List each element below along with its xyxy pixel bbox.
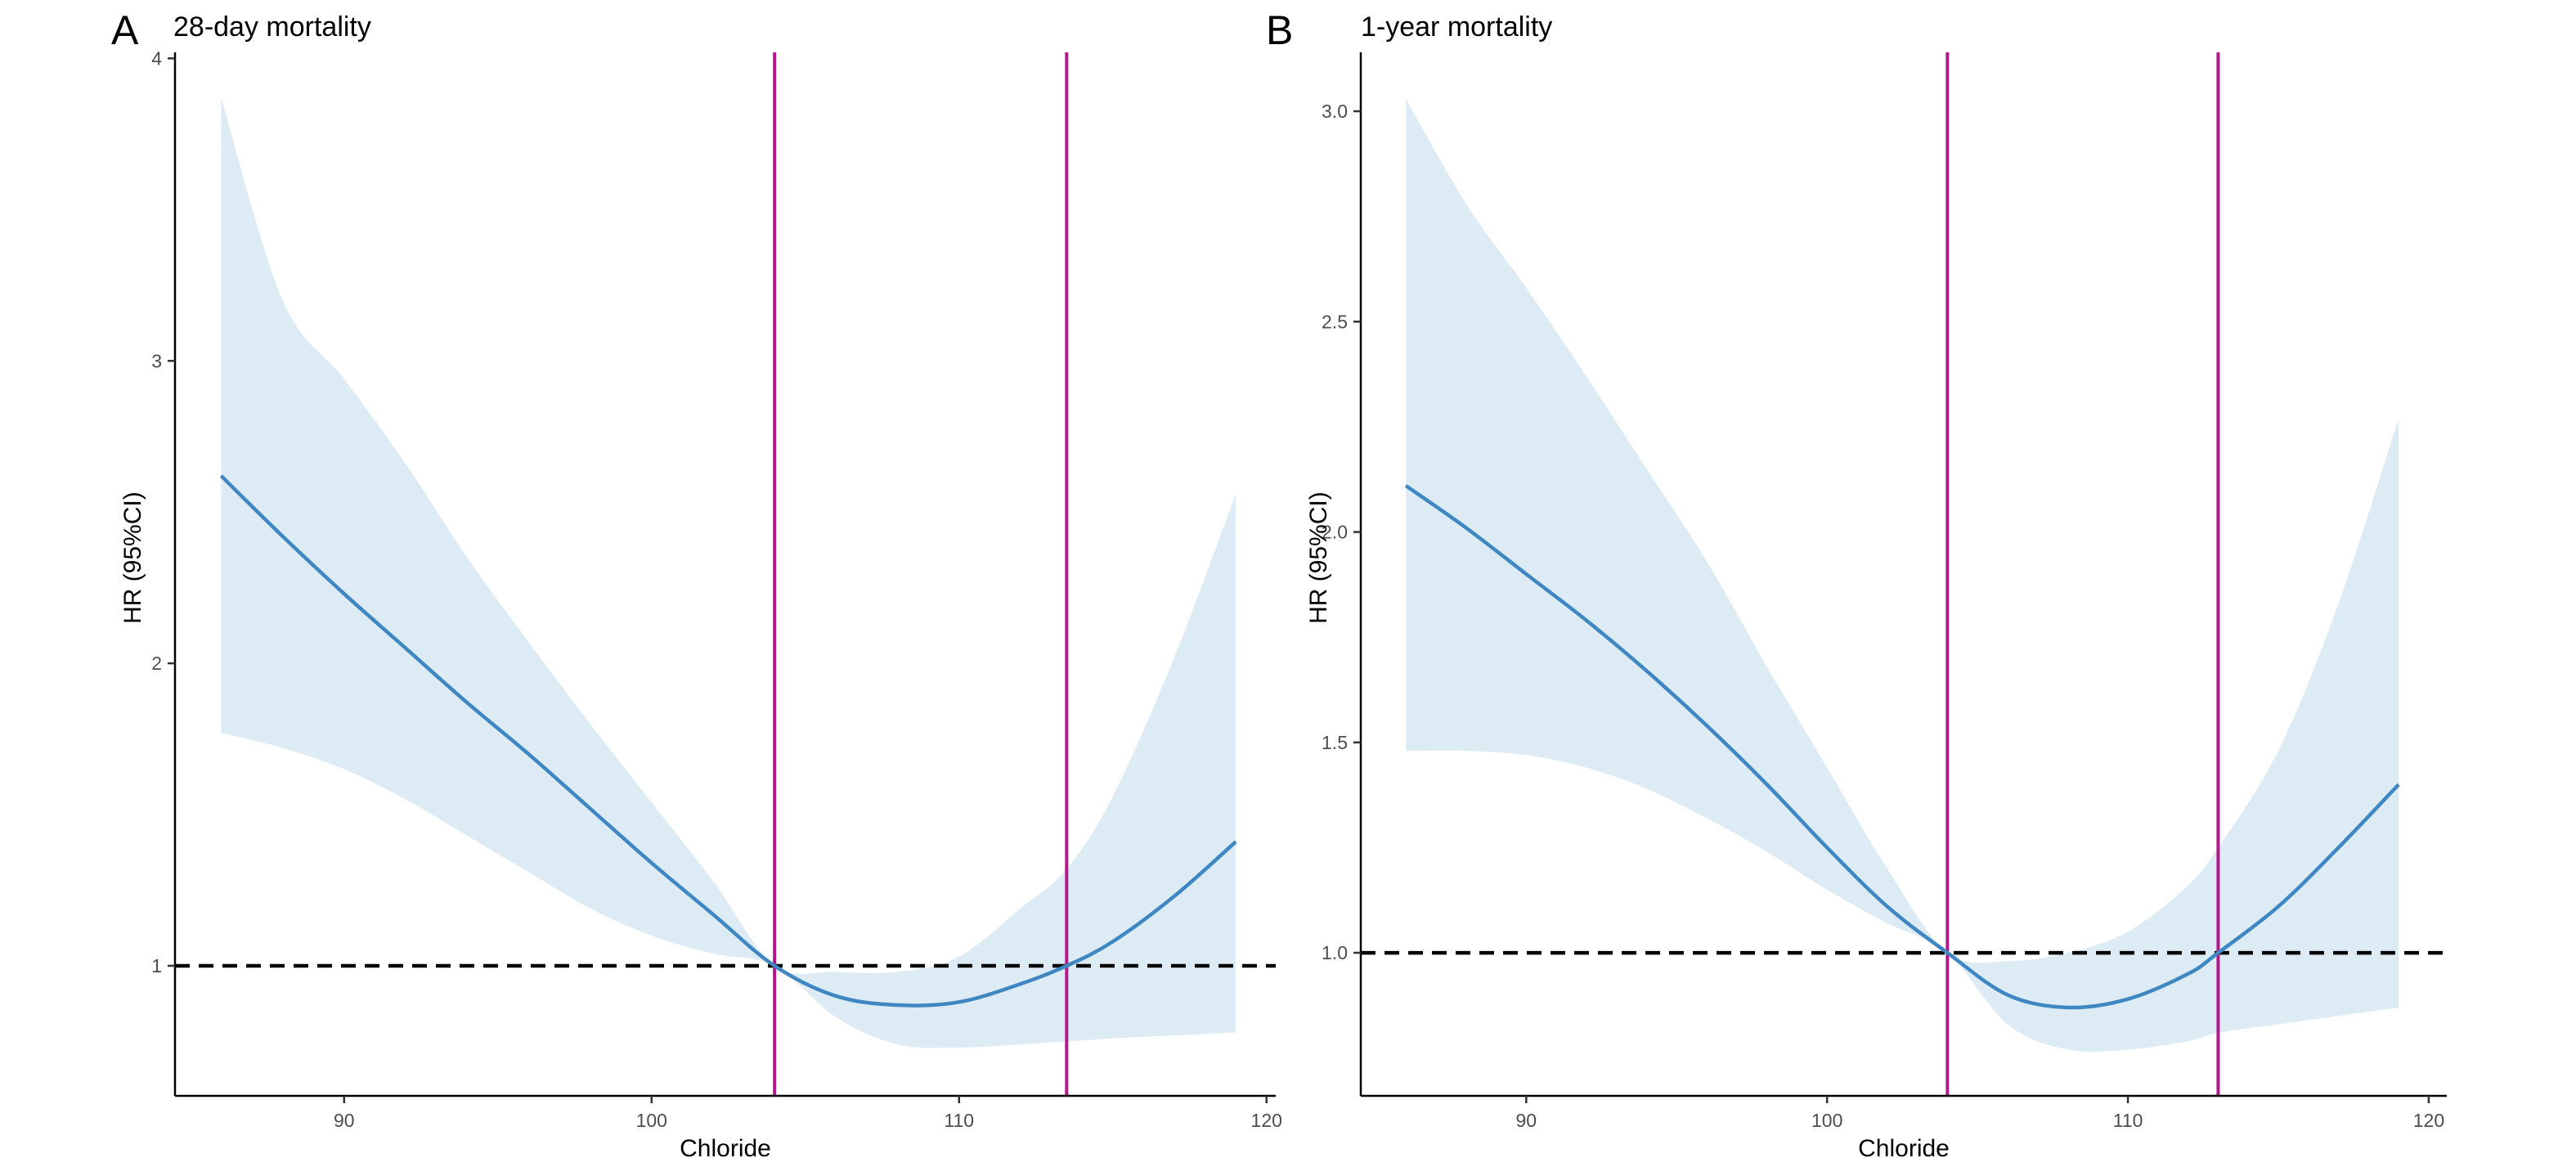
y-tick-label: 3 bbox=[151, 350, 162, 371]
panel-letter: B bbox=[1266, 7, 1293, 53]
x-tick-label: 120 bbox=[2413, 1110, 2444, 1131]
x-tick-label: 100 bbox=[1811, 1110, 1842, 1131]
panel-a: 1 2 3 4 90 100 110 120 Chloride HR (95%CI) A 28-day… bbox=[111, 7, 1282, 1162]
y-tick-label: 4 bbox=[151, 47, 162, 69]
x-tick-label: 100 bbox=[636, 1110, 667, 1131]
x-tick-label: 120 bbox=[1251, 1110, 1282, 1131]
panel-b: 1.0 1.5 2.0 2.5 3.0 90 100 110 120 Chloride HR (95… bbox=[1266, 7, 2447, 1162]
y-tick-label: 1.5 bbox=[1322, 732, 1348, 753]
y-axis-label: HR (95%CI) bbox=[1305, 491, 1332, 624]
panel-title: 28-day mortality bbox=[173, 11, 371, 43]
hr-line bbox=[1404, 484, 2400, 1010]
y-tick-label: 2.0 bbox=[1322, 522, 1348, 543]
y-tick-label: 2 bbox=[151, 653, 162, 674]
hr-line bbox=[219, 474, 1237, 1008]
x-tick-label: 110 bbox=[944, 1110, 974, 1131]
x-tick-label: 110 bbox=[2113, 1110, 2143, 1131]
y-axis-label: HR (95%CI) bbox=[119, 491, 146, 624]
y-tick-label: 2.5 bbox=[1322, 311, 1348, 332]
ci-band bbox=[1406, 98, 2399, 1053]
x-tick-label: 90 bbox=[334, 1110, 355, 1131]
x-tick-label: 90 bbox=[1516, 1110, 1537, 1131]
y-tick-label: 1 bbox=[151, 955, 162, 976]
x-axis-label: Chloride bbox=[1858, 1135, 1950, 1162]
panel-letter: A bbox=[111, 7, 139, 53]
ci-band bbox=[221, 97, 1236, 1048]
y-tick-label: 1.0 bbox=[1322, 942, 1348, 963]
panel-title: 1-year mortality bbox=[1361, 11, 1552, 43]
x-axis-label: Chloride bbox=[680, 1135, 771, 1162]
y-tick-label: 3.0 bbox=[1322, 101, 1348, 122]
